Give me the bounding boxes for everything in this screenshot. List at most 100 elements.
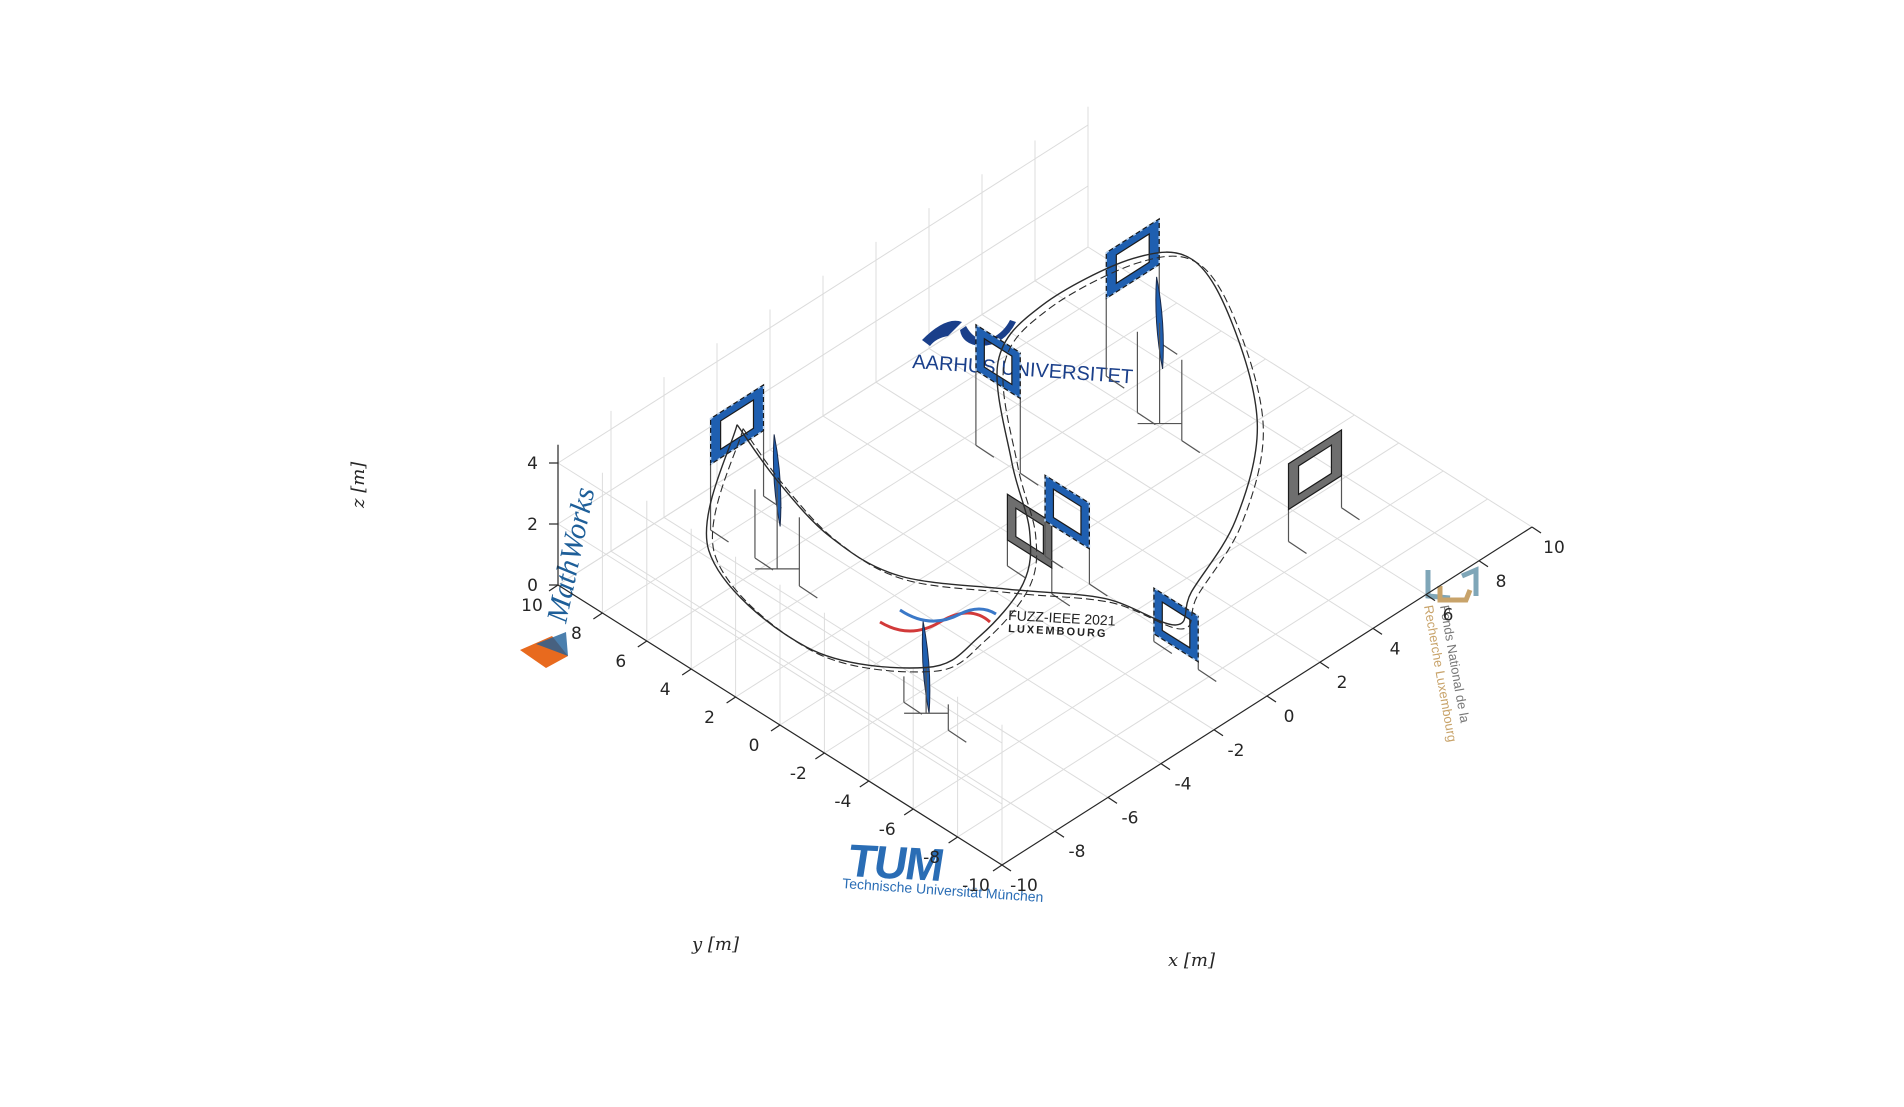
aarhus-logo-icon — [922, 320, 962, 346]
gate-foot — [903, 701, 923, 715]
y-tick-mark — [637, 640, 648, 648]
floor-grid-line — [868, 442, 1400, 782]
gate-foot — [1288, 541, 1307, 554]
y-tick-mark — [815, 752, 825, 760]
y-tick-label: 0 — [749, 736, 760, 756]
y-tick-label: 2 — [704, 708, 715, 728]
floor-grid-line — [690, 330, 1222, 670]
x-tick-mark — [1319, 661, 1330, 669]
gate-marker-pattern — [1044, 473, 1091, 551]
fuzz-logo-text: FUZZ-IEEE 2021 — [1008, 607, 1116, 629]
gate-marker-pattern — [975, 323, 1022, 400]
y-tick-mark — [726, 696, 736, 704]
x-tick-label: 6 — [1443, 606, 1454, 626]
x-tick-mark — [1372, 627, 1383, 635]
fuzz-logo-subtext: LUXEMBOURG — [1008, 623, 1108, 640]
gate-foot — [1044, 555, 1064, 569]
x-tick-mark — [1531, 526, 1542, 534]
x-axis-label: x [m] — [1168, 950, 1216, 971]
x-tick-label: -6 — [1122, 808, 1139, 828]
gate-foot — [1051, 593, 1071, 607]
left-wall-grid-line — [557, 523, 1003, 805]
aarhus-logo-icon — [960, 320, 1016, 346]
gate-marker-pattern — [1153, 586, 1199, 664]
x-tick-mark — [1213, 729, 1224, 737]
gate-foot — [1019, 472, 1039, 486]
mathworks-membrane-icon — [536, 632, 568, 656]
z-tick-label: 0 — [527, 576, 538, 596]
floor-grid-line — [646, 302, 1178, 642]
trajectory-layer — [705, 251, 1264, 673]
floor-grid-line — [957, 498, 1488, 838]
y-tick-mark — [948, 836, 958, 844]
tum-logo-text: TUM — [844, 834, 946, 890]
y-tick-label: -6 — [879, 820, 896, 840]
trajectory-line — [705, 251, 1259, 669]
gate-foot — [1341, 507, 1360, 521]
z-axis-label: z [m] — [348, 461, 369, 509]
gate-foot — [799, 585, 818, 599]
x-tick-mark — [1425, 594, 1436, 602]
y-tick-label: -8 — [923, 848, 940, 868]
y-tick-label: 10 — [521, 596, 543, 616]
y-tick-label: -4 — [834, 792, 851, 812]
x-tick-label: -8 — [1069, 842, 1086, 862]
x-tick-mark — [1266, 695, 1277, 703]
gate-layer — [709, 217, 1360, 743]
x-tick-label: 8 — [1496, 572, 1507, 592]
axis-layer — [548, 444, 1542, 872]
y-tick-mark — [593, 612, 603, 620]
y-tick-mark — [681, 668, 692, 676]
gate-foot — [1181, 440, 1201, 454]
gate-foot — [1105, 375, 1125, 389]
gate-foot — [710, 529, 729, 543]
gate-foot — [947, 729, 967, 743]
aarhus-logo-text: AARHUS UNIVERSITET — [912, 351, 1134, 388]
y-tick-label: 4 — [660, 680, 671, 700]
z-tick-label: 4 — [527, 454, 538, 474]
y-tick-label: 8 — [571, 624, 582, 644]
x-tick-mark — [1478, 560, 1489, 568]
x-tick-label: 10 — [1543, 538, 1565, 558]
back-wall-grid-line — [557, 185, 1089, 525]
gate-foot — [1153, 640, 1173, 654]
y-tick-mark — [859, 780, 870, 788]
y-tick-mark — [770, 724, 781, 732]
x-tick-label: 2 — [1337, 673, 1348, 693]
x-tick-mark — [1107, 796, 1118, 804]
y-tick-label: -2 — [790, 764, 807, 784]
x-tick-label: 0 — [1284, 707, 1295, 727]
floor-grid-line — [602, 274, 1133, 614]
x-tick-label: -4 — [1175, 775, 1192, 795]
gate-foot — [1007, 565, 1026, 579]
mathworks-logo-text: MathWorks — [540, 484, 601, 626]
gate-foot — [975, 444, 995, 458]
y-tick-mark — [903, 808, 914, 816]
y-tick-mark — [992, 864, 1003, 872]
back-wall-grid-line — [557, 124, 1089, 464]
z-tick-label: 2 — [527, 515, 538, 535]
back-wall-grid-line — [557, 246, 1089, 586]
gate-marker-pattern — [1105, 217, 1160, 300]
y-axis-label: y [m] — [691, 934, 740, 955]
x-tick-label: -10 — [1010, 876, 1038, 896]
reference-trajectory-line — [711, 255, 1264, 673]
y-tick-label: 6 — [615, 652, 626, 672]
y-tick-label: -10 — [962, 876, 990, 896]
gate-foot — [1137, 412, 1156, 426]
fuzz-logo-wave — [899, 607, 997, 623]
gray-gate-frame — [1287, 428, 1343, 511]
x-tick-mark — [1001, 864, 1012, 872]
gate-marker-pattern — [709, 383, 765, 466]
x-tick-mark — [1054, 830, 1065, 838]
fnr-logo-icon — [1437, 586, 1473, 603]
gate-foot — [1089, 583, 1108, 597]
gate-foot — [1197, 668, 1217, 682]
x-tick-label: -2 — [1228, 741, 1245, 761]
x-tick-mark — [1160, 763, 1171, 771]
gate-foot — [754, 557, 774, 571]
y-tick-mark — [548, 584, 559, 592]
